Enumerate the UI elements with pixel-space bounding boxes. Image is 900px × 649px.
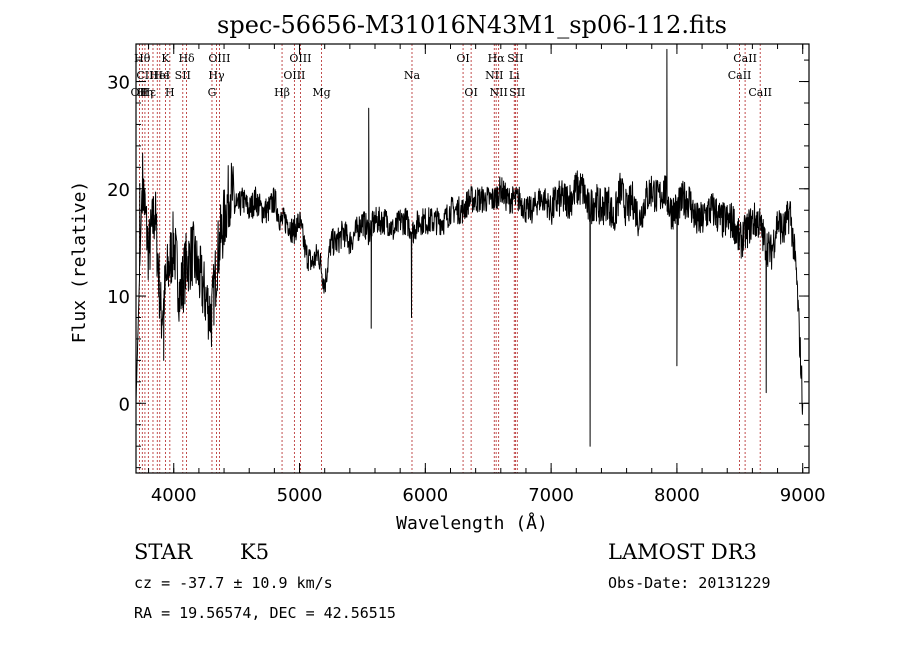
chart-title: spec-56656-M31016N43M1_sp06-112.fits [217,11,727,39]
spectral-line-label: SII [175,69,191,82]
spectral-line-label: CaII [733,52,757,65]
spectral-line-label: NII [490,86,508,99]
spectrum-line [135,48,804,447]
observation-date: Obs-Date: 20131229 [608,574,771,592]
x-tick-label: 9000 [780,485,826,506]
spectral-line-label: OIII [208,52,230,65]
spectral-line-label: Hβ [274,86,290,99]
spectral-line-label: OI [464,86,477,99]
plot-frame [135,43,810,474]
spectral-line-label: Na [404,69,421,82]
spectral-line-labels: OIIHθHηHεCIIHeHeIKHSIIHδGHγOIIIHβOIIIOII… [131,52,772,99]
survey-name: LAMOST DR3 [608,540,757,564]
x-tick-label: 6000 [402,485,448,506]
x-tick-label: 4000 [151,485,197,506]
object-subclass: K5 [240,540,270,564]
y-axis-label: Flux (relative) [69,181,90,344]
redshift-velocity: cz = -37.7 ± 10.9 km/s [134,574,333,592]
y-axis: 0 10 20 30 [107,59,809,469]
y-tick-label: 20 [107,180,130,201]
x-axis: 4000 5000 6000 7000 8000 9000 [148,44,826,506]
spectral-line-label: K [161,52,170,65]
spectral-line-label: Hγ [208,69,225,82]
x-tick-label: 5000 [277,485,323,506]
spectral-line-label: Hε [141,86,157,99]
spectrum-series [135,48,804,447]
x-tick-label: 8000 [654,485,700,506]
y-tick-label: 10 [107,287,130,308]
spectral-line-label: Mg [312,86,330,99]
spectral-line-label: CaII [748,86,772,99]
spectral-line-label: Hδ [178,52,195,65]
spectral-line-label: HeI [150,69,170,82]
y-tick-label: 30 [107,73,130,94]
spectral-line-label: OIII [283,69,305,82]
spectral-line-label: SII [509,86,525,99]
ra-dec-coordinates: RA = 19.56574, DEC = 42.56515 [134,604,396,622]
y-tick-label: 0 [119,394,130,415]
x-tick-label: 7000 [528,485,574,506]
x-axis-label: Wavelength (Å) [396,512,548,534]
spectral-line-label: Hη [137,86,153,99]
object-class: STAR [134,540,193,564]
spectral-line-label: H [165,86,175,99]
spectral-line-label: CIIHe [136,69,169,82]
spectral-line-label: Hα [488,52,506,65]
spectral-line-label: CaII [728,69,752,82]
spectral-line-label: Hθ [134,52,151,65]
spectral-line-label: OI [456,52,469,65]
spectral-line-label: OIII [289,52,311,65]
spectral-line-label: SII [507,52,523,65]
spectral-line-label: OII [131,86,149,99]
spectral-line-label: G [208,86,217,99]
spectral-line-label: NII [485,69,503,82]
spectral-line-markers [138,44,761,473]
spectral-line-label: Li [509,69,520,82]
